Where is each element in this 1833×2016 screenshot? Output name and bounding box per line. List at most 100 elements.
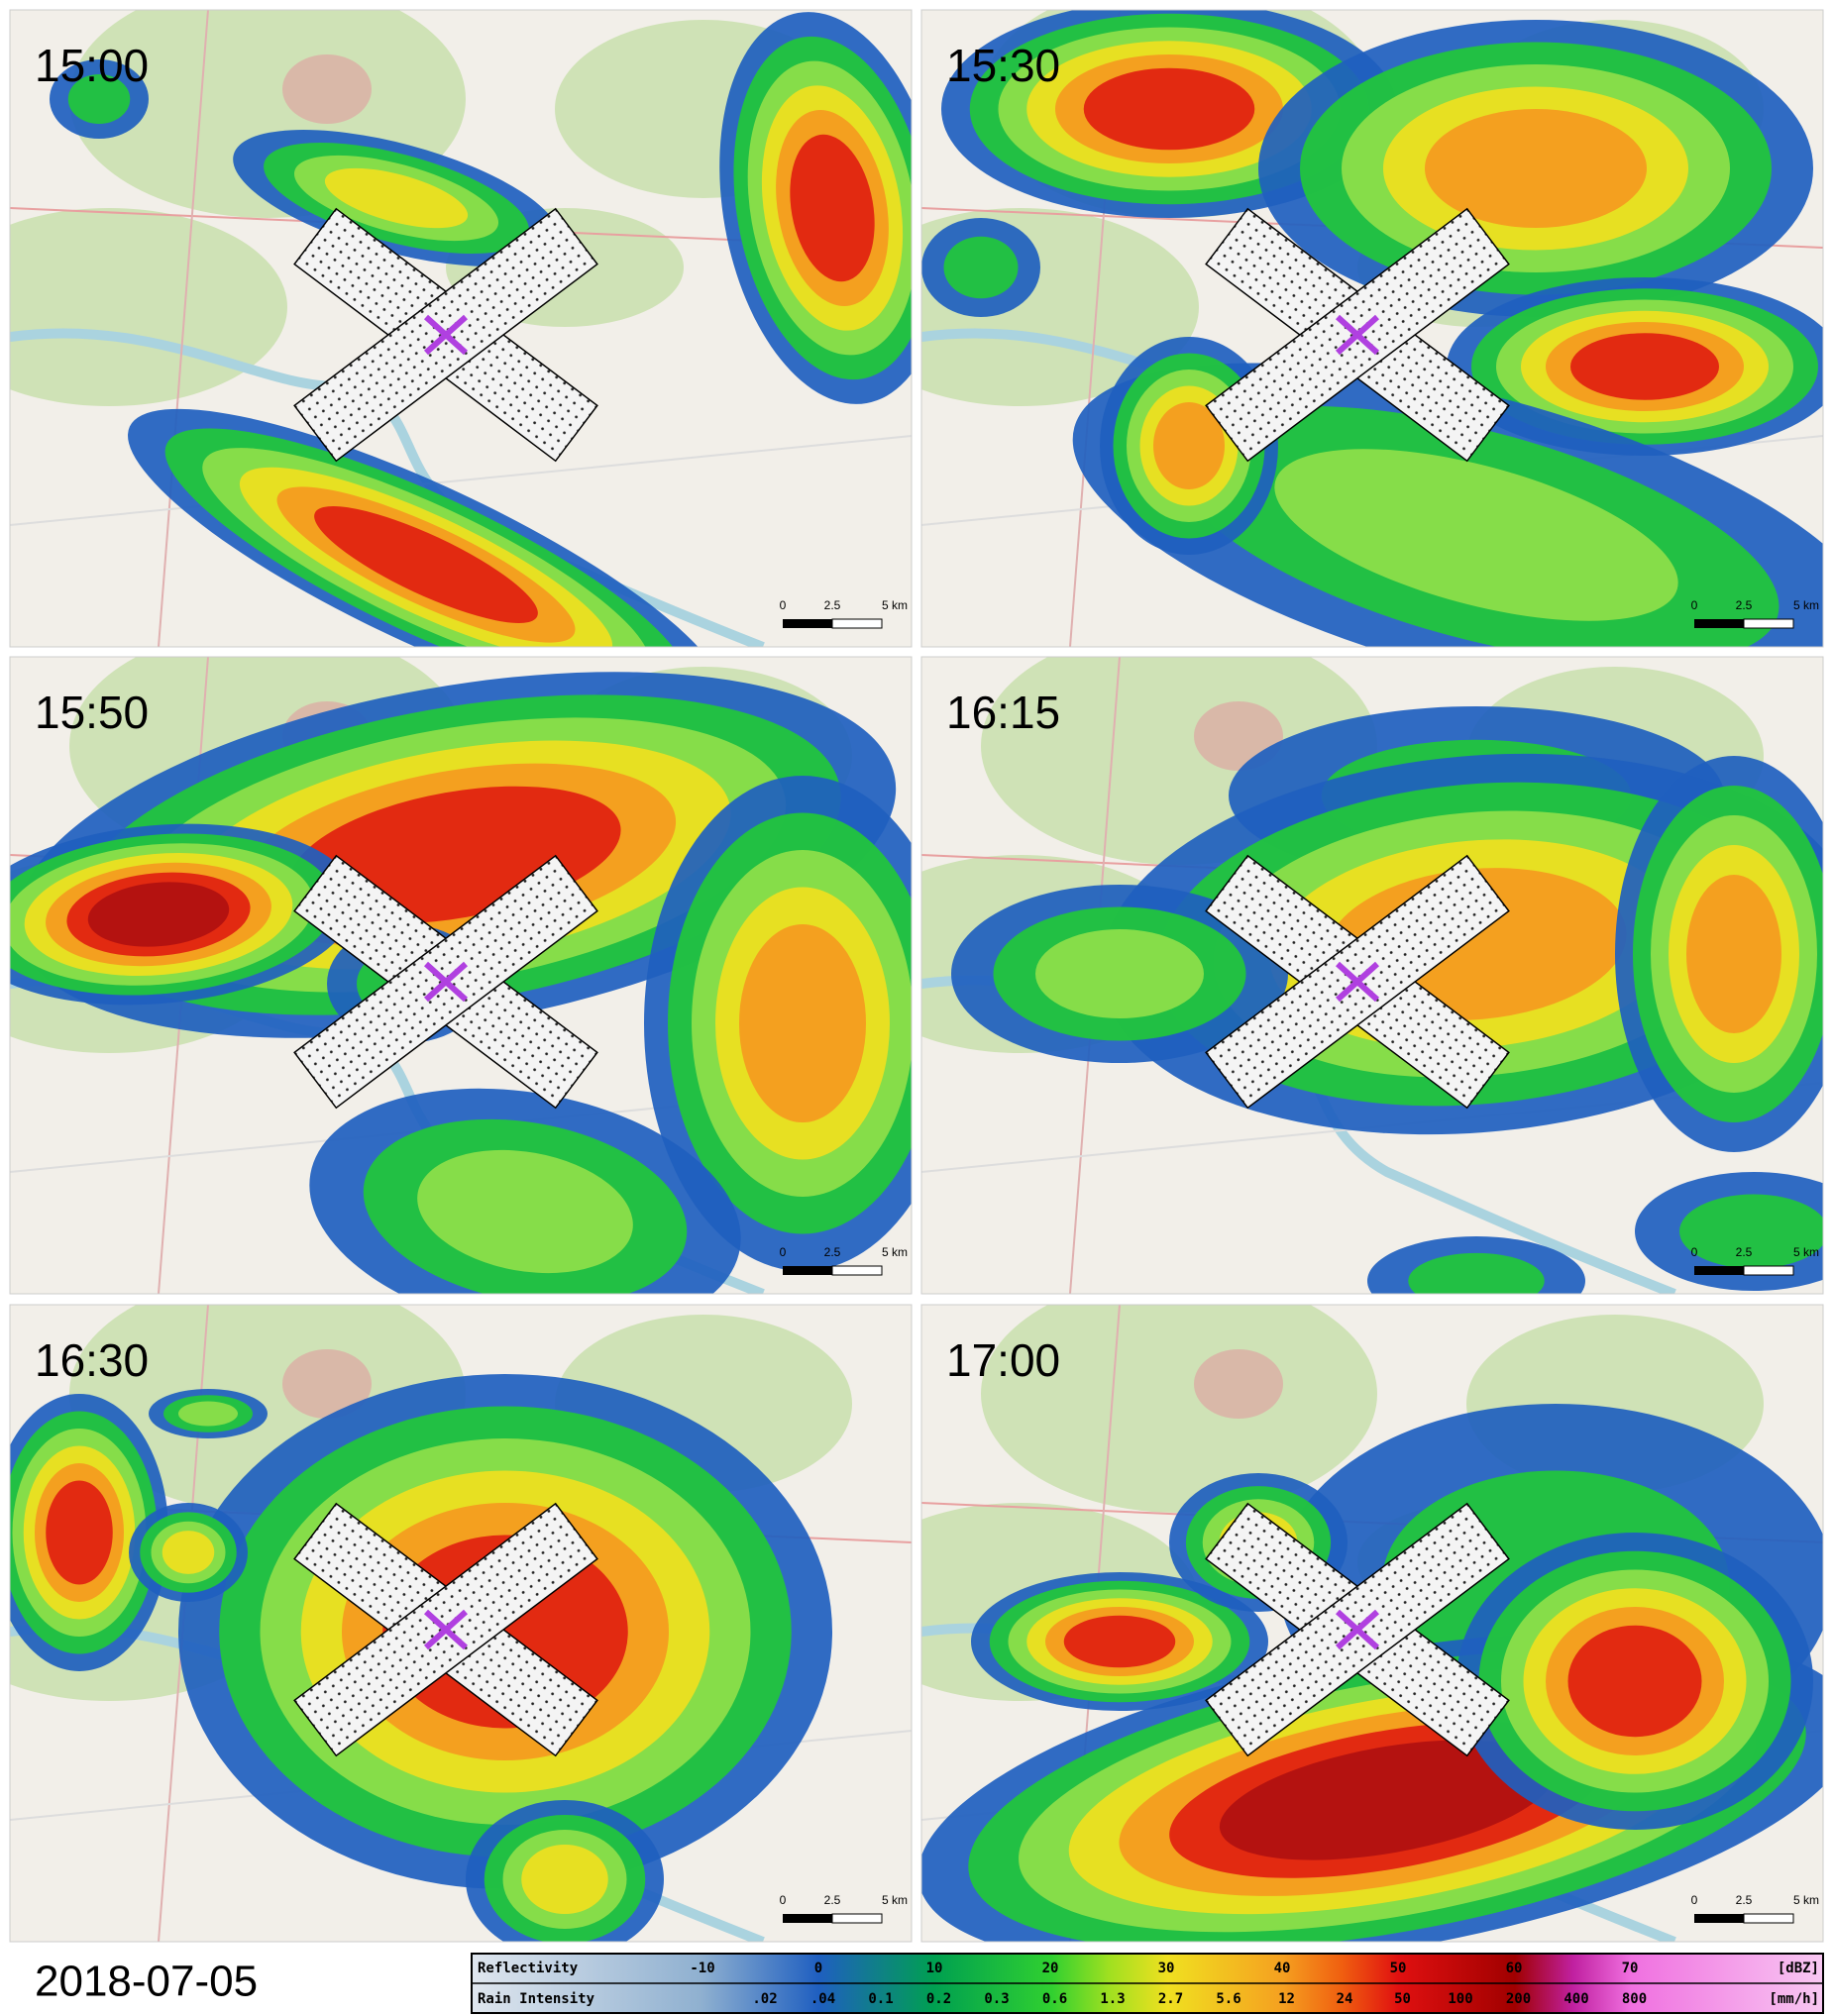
scale-bar-label: 5 km [882, 1893, 908, 1907]
road [10, 435, 912, 526]
scale-bar-white [831, 1913, 883, 1924]
radar-echo [1686, 875, 1781, 1033]
legend-tick: 30 [1158, 1961, 1175, 1976]
legend-tick: 0.6 [1042, 1991, 1067, 2007]
time-label: 15:00 [35, 40, 149, 91]
scale-bar-label: 0 [780, 1893, 787, 1907]
radar-echo [1035, 929, 1204, 1018]
radar-echo [1083, 67, 1255, 151]
scale-bar-label: 0 [1691, 1245, 1698, 1259]
scale-bar-black [1694, 619, 1744, 628]
radar-echo [417, 1149, 633, 1274]
legend-tick: 400 [1563, 1991, 1588, 2007]
scale-bar-label: 5 km [882, 598, 908, 612]
scale-bar-label: 2.5 [1736, 1245, 1753, 1259]
legend-tick: 70 [1622, 1961, 1639, 1976]
scale-bar-label: 0 [780, 1245, 787, 1259]
map-panel: 16:30 0 2.5 5 km [9, 1304, 913, 1943]
time-label: 16:30 [35, 1334, 149, 1386]
radar-echo [87, 882, 230, 947]
scale-bar-white [831, 618, 883, 629]
legend: Reflectivity -10 0 10 20 30 40 50 60 70 [dBZ] Rain … [471, 1953, 1824, 2014]
legend-tick: 10 [926, 1961, 943, 1976]
map [10, 10, 912, 647]
scale-bar-label: 5 km [1793, 598, 1819, 612]
urban-area [282, 54, 372, 124]
map [10, 1305, 912, 1942]
legend-tick: .04 [810, 1991, 835, 2007]
scale-bar-label: 5 km [882, 1245, 908, 1259]
legend-unit: [mm/h] [1769, 1991, 1819, 2007]
legend-tick: 24 [1337, 1991, 1353, 2007]
scale-bar-black [783, 1914, 832, 1923]
map [921, 1305, 1823, 1942]
site-marker [1335, 1609, 1380, 1650]
legend-tick: 50 [1390, 1961, 1407, 1976]
radar-echo [1679, 1194, 1823, 1269]
radar-echo [324, 167, 469, 229]
scale-bar-white [831, 1265, 883, 1276]
legend-tick: 0.3 [984, 1991, 1009, 2007]
site-marker [423, 961, 469, 1003]
scale-bar-label: 2.5 [824, 1893, 841, 1907]
radar-echo [1425, 109, 1647, 228]
legend-tick: 2.7 [1158, 1991, 1183, 2007]
forest [981, 1305, 1377, 1513]
site-marker [1335, 314, 1380, 356]
legend-tick: 50 [1394, 1991, 1411, 2007]
scale-bar-label: 2.5 [1736, 598, 1753, 612]
panel-frame [920, 1304, 1824, 1943]
radar-echo [1153, 402, 1225, 489]
urban-area [1194, 1349, 1283, 1419]
legend-tick: 12 [1278, 1991, 1295, 2007]
legend-tick: 200 [1506, 1991, 1531, 2007]
scale-bar-black [783, 1266, 832, 1275]
panel-frame [920, 656, 1824, 1295]
panel-frame [9, 656, 913, 1295]
scale-bar-black [1694, 1914, 1744, 1923]
legend-tick: 0.2 [926, 1991, 951, 2007]
radar-echo [1274, 449, 1678, 621]
legend-unit: [dBZ] [1778, 1961, 1819, 1976]
scale-bar-black [783, 619, 832, 628]
scale-bar-black [1694, 1266, 1744, 1275]
time-label: 17:00 [946, 1334, 1060, 1386]
legend-tick: 0.1 [868, 1991, 893, 2007]
map [921, 657, 1823, 1294]
radar-echo [1567, 1625, 1702, 1738]
scale-bar-label: 2.5 [824, 598, 841, 612]
legend-tick: 0 [814, 1961, 822, 1976]
scale-bar-label: 5 km [1793, 1893, 1819, 1907]
panel-frame [920, 9, 1824, 648]
scale-bar-label: 2.5 [1736, 1893, 1753, 1907]
scale-bar-label: 0 [1691, 1893, 1698, 1907]
time-label: 15:50 [35, 687, 149, 738]
legend-tick: 40 [1274, 1961, 1291, 1976]
radar-echo [67, 74, 131, 124]
map-panel: 15:50 0 2.5 5 km [9, 656, 913, 1295]
map [921, 10, 1823, 647]
legend-tick: 800 [1622, 1991, 1647, 2007]
legend-title: Rain Intensity [478, 1991, 595, 2007]
legend-title: Reflectivity [478, 1961, 579, 1976]
panel-frame [9, 9, 913, 648]
scale-bar-label: 5 km [1793, 1245, 1819, 1259]
radar-echo [943, 236, 1019, 299]
radar-echo [1063, 1615, 1176, 1668]
radar-echo [521, 1845, 608, 1914]
legend-tick: -10 [690, 1961, 714, 1976]
time-label: 16:15 [946, 687, 1060, 738]
panel-frame [9, 1304, 913, 1943]
map [10, 657, 912, 1294]
radar-echo [1219, 1740, 1556, 1860]
site-marker [1335, 961, 1380, 1003]
map-panel: 15:30 0 2.5 5 km [920, 9, 1824, 648]
map-panel: 16:15 0 2.5 5 km [920, 656, 1824, 1295]
radar-echo [46, 1480, 113, 1585]
radar-echo [739, 924, 866, 1122]
radar-echo [790, 134, 875, 282]
legend-tick: .02 [752, 1991, 777, 2007]
scale-bar-white [1743, 1265, 1794, 1276]
map-panel: 15:00 0 2.5 5 km [9, 9, 913, 648]
